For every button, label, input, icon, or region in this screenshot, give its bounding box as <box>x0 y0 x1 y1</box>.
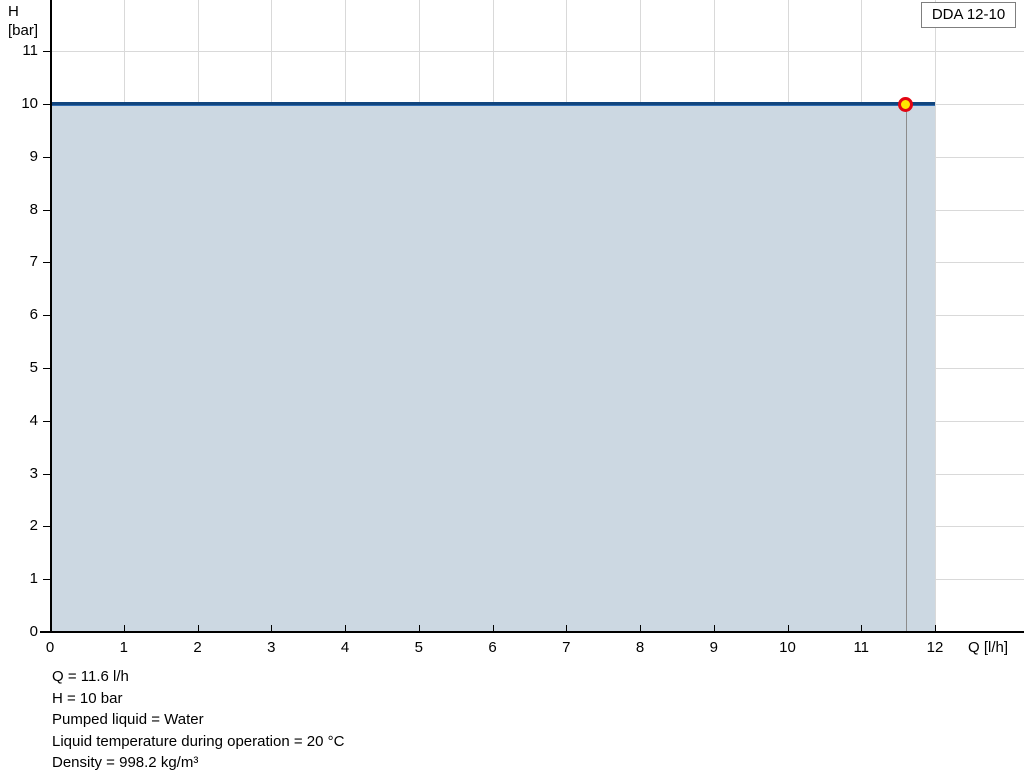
plot-area <box>50 0 1024 632</box>
x-axis-tick-label: 1 <box>119 639 128 656</box>
y-axis-tick-label: 1 <box>29 570 38 588</box>
y-axis-tick <box>43 209 52 211</box>
y-axis-line <box>50 0 52 633</box>
x-axis-tick-label: 0 <box>45 639 55 656</box>
y-axis-tick <box>43 315 52 317</box>
y-axis-tick-label: 11 <box>22 42 38 60</box>
x-axis-tick <box>861 625 863 633</box>
x-axis-tick-label: 2 <box>193 639 202 656</box>
x-axis-tick-label: 6 <box>488 639 497 656</box>
x-axis-tick-label: 5 <box>414 639 423 656</box>
gridline-horizontal <box>50 51 1024 53</box>
performance-curve-line <box>50 102 935 105</box>
y-axis-tick <box>43 51 52 53</box>
y-axis-tick <box>43 156 52 158</box>
x-axis-tick <box>566 625 568 633</box>
caption-line: Q = 11.6 l/h <box>52 668 129 685</box>
y-axis-tick-label: 9 <box>29 147 38 165</box>
y-axis-title-symbol: H <box>8 3 19 20</box>
caption-block: Q = 11.6 l/h H = 10 bar Pumped liquid = Wa… <box>52 666 344 774</box>
y-axis-title-unit: [bar] <box>8 22 39 39</box>
x-axis-tick <box>713 625 715 633</box>
performance-curve-highlight <box>50 105 935 106</box>
caption-line: Pumped liquid = Water <box>52 711 204 728</box>
y-axis-tick <box>43 420 52 422</box>
y-axis-tick <box>43 104 52 105</box>
x-axis-tick-label: 9 <box>709 639 718 656</box>
y-axis-tick <box>43 632 52 633</box>
y-axis-tick-label: 0 <box>29 623 38 640</box>
duty-point-marker[interactable] <box>898 96 913 112</box>
y-axis-tick-label: 10 <box>21 95 38 112</box>
x-axis-tick <box>271 625 273 633</box>
curve-fill-region <box>50 104 935 632</box>
x-axis-line <box>40 631 1024 633</box>
model-legend-box: DDA 12-10 <box>921 2 1016 28</box>
x-axis-tick-label: 8 <box>635 639 645 656</box>
x-axis-tick <box>418 625 420 633</box>
y-axis-tick <box>43 473 52 475</box>
x-axis-tick <box>123 625 125 633</box>
caption-line: Liquid temperature during operation = 20… <box>52 732 345 750</box>
x-axis-tick <box>492 625 494 633</box>
x-axis-tick-label: 11 <box>853 639 870 656</box>
y-axis-tick-label: 7 <box>29 253 38 271</box>
x-axis-tick-label: 12 <box>926 639 944 656</box>
y-axis-tick-label: 6 <box>29 306 38 324</box>
x-axis-tick <box>345 625 346 633</box>
y-axis-tick-label: 3 <box>29 464 38 482</box>
y-axis-tick-label: 2 <box>29 517 38 535</box>
x-axis-tick-label: 3 <box>267 639 276 656</box>
caption-line: Density = 998.2 kg/m³ <box>52 754 199 771</box>
x-axis-tick <box>640 625 641 633</box>
y-axis-title: H [bar] <box>8 2 38 40</box>
y-axis-tick <box>43 262 52 264</box>
x-axis-tick <box>787 625 789 633</box>
y-axis-tick <box>43 368 52 369</box>
x-axis-tick <box>935 625 936 633</box>
y-axis-tick <box>43 526 52 528</box>
y-axis-tick-label: 5 <box>29 359 38 376</box>
x-axis-tick-label: 10 <box>779 639 796 656</box>
x-axis-tick-label: 7 <box>562 639 571 656</box>
caption-line: H = 10 bar <box>52 689 123 707</box>
x-axis-title: Q [l/h] <box>968 639 1009 656</box>
duty-point-dropline <box>905 104 907 632</box>
x-axis-tick <box>197 625 199 633</box>
x-axis-tick-label: 4 <box>340 639 350 656</box>
y-axis-tick <box>43 579 52 581</box>
y-axis-tick-label: 4 <box>29 411 38 429</box>
x-axis-tick <box>50 625 51 633</box>
y-axis-tick-label: 8 <box>29 200 38 218</box>
